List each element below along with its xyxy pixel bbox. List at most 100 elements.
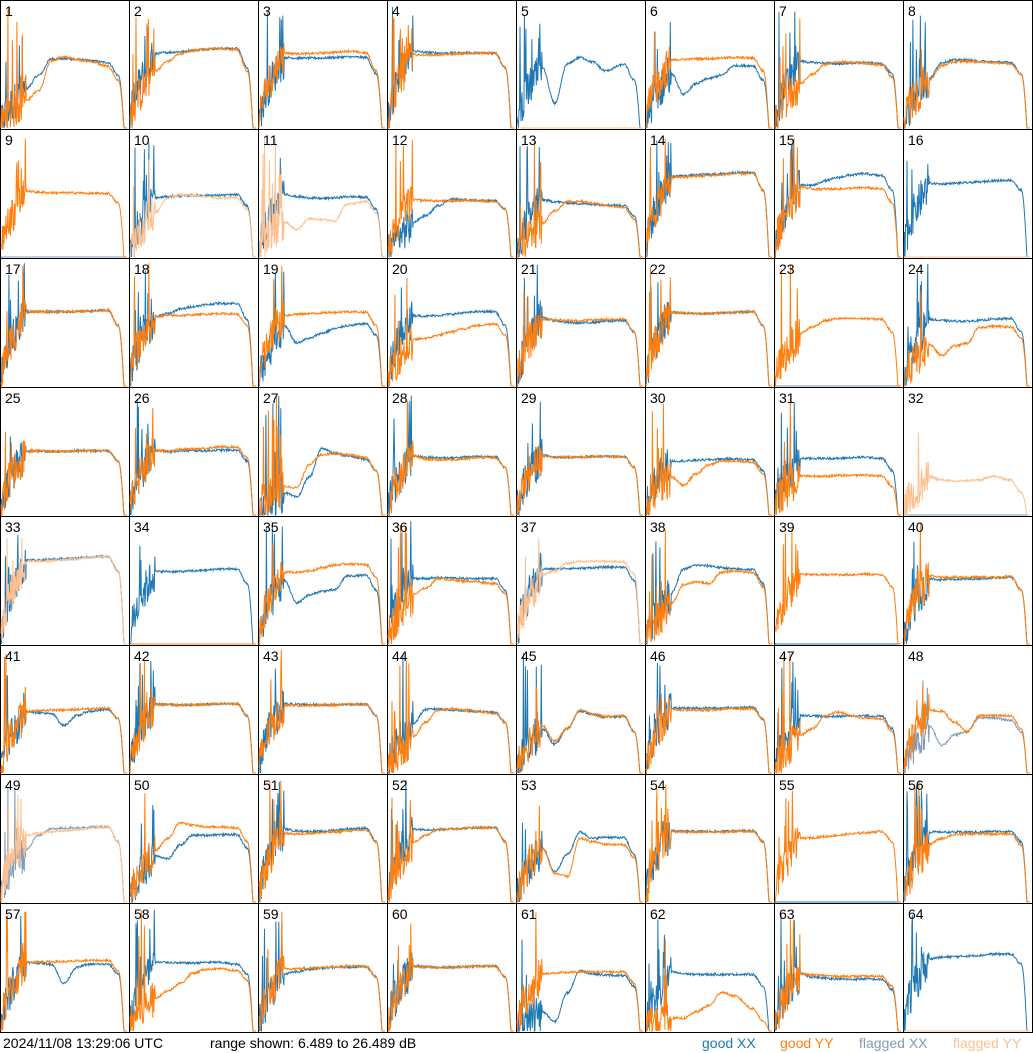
panel-label: 58	[134, 906, 150, 922]
panel-label: 37	[521, 519, 537, 535]
yy-trace	[258, 543, 385, 645]
panel-3: 3	[258, 0, 388, 130]
panel-60: 60	[387, 903, 517, 1033]
yy-trace	[904, 523, 1030, 645]
yy-trace	[0, 265, 127, 387]
panel-label: 60	[392, 906, 408, 922]
panel-48: 48	[903, 645, 1033, 775]
panel-label: 44	[392, 648, 408, 664]
yy-trace	[646, 403, 772, 516]
panel-1: 1	[0, 0, 130, 130]
panel-9: 9	[0, 129, 130, 259]
yy-trace	[904, 432, 1030, 516]
panel-label: 28	[392, 390, 408, 406]
panel-37: 37	[516, 516, 646, 646]
yy-trace	[516, 912, 643, 1032]
panel-19: 19	[258, 258, 388, 388]
panel-label: 8	[908, 3, 916, 19]
panel-label: 34	[134, 519, 150, 535]
panel-label: 3	[263, 3, 271, 19]
panel-label: 22	[650, 261, 666, 277]
xx-trace	[516, 401, 643, 517]
yy-trace	[387, 797, 514, 903]
panel-4: 4	[387, 0, 517, 130]
xx-trace	[387, 6, 514, 129]
yy-trace	[774, 528, 901, 645]
panel-label: 4	[392, 3, 400, 19]
panel-25: 25	[0, 387, 130, 517]
panel-11: 11	[258, 129, 388, 259]
panel-label: 12	[392, 132, 408, 148]
panel-label: 53	[521, 777, 537, 793]
panel-label: 25	[5, 390, 21, 406]
xx-trace	[258, 668, 385, 774]
yy-trace	[516, 290, 643, 387]
xx-trace	[0, 915, 127, 1032]
yy-trace	[129, 17, 256, 129]
yy-trace	[645, 266, 772, 387]
panel-18: 18	[129, 258, 259, 388]
panel-label: 43	[263, 648, 279, 664]
xx-trace	[516, 822, 643, 903]
panel-12: 12	[387, 129, 517, 259]
xx-trace	[774, 912, 901, 1032]
panel-frame	[645, 387, 775, 517]
yy-trace	[645, 693, 772, 774]
xx-trace	[258, 12, 385, 129]
xx-trace	[258, 271, 385, 387]
xx-trace	[388, 287, 514, 387]
yy-trace	[645, 784, 772, 903]
panel-45: 45	[516, 645, 646, 775]
panel-53: 53	[516, 774, 646, 904]
panel-label: 5	[521, 3, 529, 19]
yy-trace	[0, 8, 127, 129]
panel-label: 29	[521, 390, 537, 406]
panel-label: 54	[650, 777, 666, 793]
xx-trace	[129, 270, 256, 387]
panel-54: 54	[645, 774, 775, 904]
yy-trace	[903, 684, 1030, 774]
panel-38: 38	[645, 516, 775, 646]
xx-trace	[259, 523, 385, 645]
panel-17: 17	[0, 258, 130, 388]
panel-label: 16	[908, 132, 924, 148]
yy-trace	[388, 17, 514, 129]
panel-label: 48	[908, 648, 924, 664]
yy-trace	[387, 277, 514, 387]
footer: 2024/11/08 13:29:06 UTC range shown: 6.4…	[0, 1034, 1033, 1053]
panel-35: 35	[258, 516, 388, 646]
panel-label: 47	[779, 648, 795, 664]
panel-label: 9	[5, 132, 13, 148]
xx-trace	[645, 282, 772, 387]
panel-frame	[0, 903, 130, 1033]
yy-trace	[774, 652, 901, 774]
panel-40: 40	[903, 516, 1033, 646]
yy-trace	[258, 780, 385, 903]
yy-trace	[516, 805, 643, 903]
panel-label: 20	[392, 261, 408, 277]
panel-label: 63	[779, 906, 795, 922]
yy-trace	[129, 793, 256, 903]
yy-trace	[0, 795, 127, 903]
yy-trace	[129, 159, 256, 258]
xx-trace	[903, 914, 1030, 1032]
yy-trace	[774, 919, 901, 1032]
panel-label: 18	[134, 261, 150, 277]
panel-label: 7	[779, 3, 787, 19]
panel-label: 56	[908, 777, 924, 793]
yy-trace	[259, 396, 385, 516]
yy-trace	[130, 263, 256, 387]
panel-label: 52	[392, 777, 408, 793]
yy-trace	[516, 538, 643, 645]
yy-trace	[517, 142, 643, 258]
legend-good-yy: good YY	[780, 1035, 834, 1051]
panel-14: 14	[645, 129, 775, 259]
xx-trace	[903, 786, 1030, 903]
panel-36: 36	[387, 516, 517, 646]
panel-label: 21	[521, 261, 537, 277]
panel-41: 41	[0, 645, 130, 775]
yy-trace	[258, 265, 385, 387]
xx-trace	[904, 263, 1030, 387]
xx-trace	[387, 521, 514, 645]
